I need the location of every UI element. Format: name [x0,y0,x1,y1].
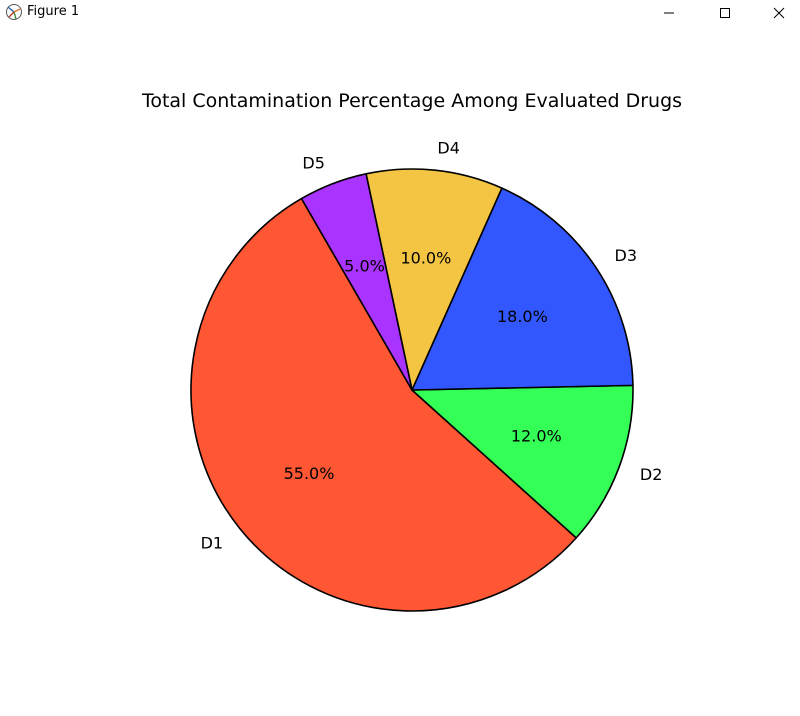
pie-labels: 55.0% D1 12.0% D2 18.0% D3 10.0% D4 5.0% D5 [201,139,663,553]
minimize-icon [664,12,674,14]
close-button[interactable] [756,0,800,26]
matplotlib-figure-icon [6,4,22,20]
category-label-d1: D1 [201,534,224,553]
pie-slice-d5 [300,173,413,391]
chart-title: Total Contamination Percentage Among Eva… [141,90,682,112]
percent-label-d1: 55.0% [284,464,335,483]
category-label-d5: D5 [302,154,325,173]
pie-slices [190,168,634,612]
percent-label-d2: 12.0% [511,427,562,446]
window-title: Figure 1 [27,4,80,19]
close-icon [773,7,785,19]
pie-slice-d4 [365,168,503,391]
pie-chart: Total Contamination Percentage Among Eva… [141,90,682,612]
category-label-d2: D2 [640,465,663,484]
maximize-icon [720,8,730,18]
title-bar[interactable]: Figure 1 [0,0,800,26]
percent-label-d3: 18.0% [497,307,548,326]
minimize-button[interactable] [646,0,692,26]
figure-canvas: Total Contamination Percentage Among Eva… [0,26,800,716]
maximize-button[interactable] [702,0,748,26]
pie-slice-d1 [190,197,578,612]
category-label-d4: D4 [437,139,460,158]
percent-label-d4: 10.0% [400,249,451,268]
pie-slice-d2 [411,384,634,539]
pie-slice-d3 [411,187,634,391]
category-label-d3: D3 [615,246,638,265]
percent-label-d5: 5.0% [344,257,385,276]
